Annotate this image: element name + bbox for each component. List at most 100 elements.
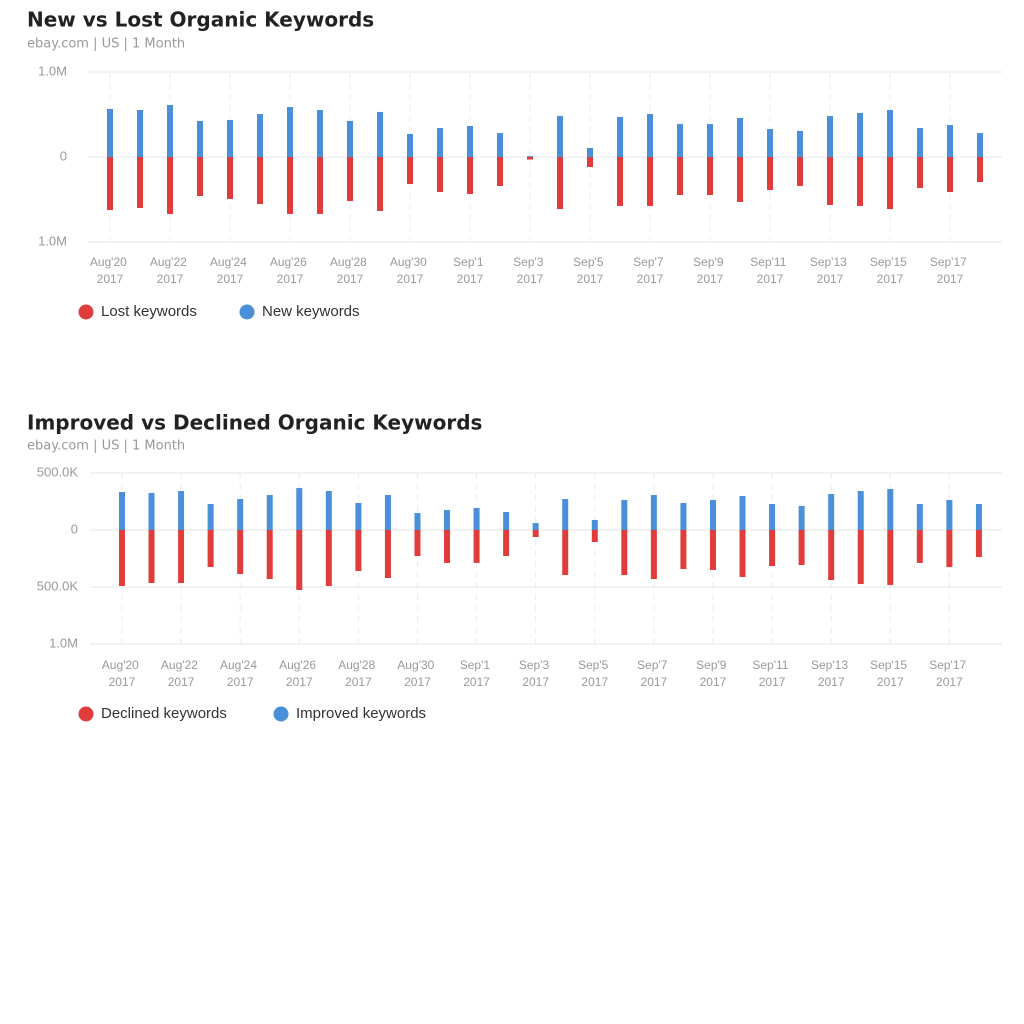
bar: [237, 530, 244, 575]
bar: [527, 156, 533, 157]
y-tick-label: 0: [71, 521, 78, 536]
x-tick-label: Sep'1 2017: [460, 658, 494, 689]
bar: [887, 488, 894, 530]
bar: [650, 495, 657, 530]
bar: [975, 530, 982, 558]
x-tick-label: Sep'13 2017: [810, 255, 850, 286]
bar: [737, 117, 743, 157]
bar: [287, 107, 293, 157]
bar: [167, 157, 173, 214]
bar: [227, 120, 233, 157]
bar: [680, 530, 687, 569]
bar: [325, 491, 332, 530]
bar: [384, 495, 391, 530]
bar: [562, 530, 569, 576]
x-tick-label: Aug'30 2017: [390, 255, 430, 286]
bar: [797, 130, 803, 157]
x-tick-label: Sep'13 2017: [811, 658, 851, 689]
bar: [739, 530, 746, 577]
bar: [707, 124, 713, 157]
x-tick-label: Aug'26 2017: [279, 658, 319, 689]
bar: [107, 157, 113, 211]
bar: [647, 113, 653, 157]
bar: [377, 157, 383, 211]
bar: [207, 504, 214, 530]
x-tick-label: Aug'22 2017: [161, 658, 201, 689]
x-tick-label: Sep'7 2017: [633, 255, 667, 286]
bar: [947, 125, 953, 157]
bar: [621, 530, 628, 576]
bar: [857, 530, 864, 585]
bar: [407, 133, 413, 157]
bar: [257, 157, 263, 205]
bar: [767, 129, 773, 157]
bar: [707, 157, 713, 195]
bar: [473, 507, 480, 530]
bar: [887, 109, 893, 157]
chart-subtitle: ebay.com | US | 1 Month: [27, 37, 185, 52]
bar: [828, 530, 835, 581]
bar: [347, 120, 353, 157]
bar: [917, 157, 923, 189]
x-tick-label: Sep'9 2017: [693, 255, 727, 286]
bar: [797, 157, 803, 186]
legend-label: Lost keywords: [101, 303, 197, 320]
bar: [946, 500, 953, 530]
bar: [798, 530, 805, 565]
bar: [617, 157, 623, 206]
bar: [857, 157, 863, 206]
bar: [709, 500, 716, 530]
bar: [197, 120, 203, 157]
bar: [947, 157, 953, 193]
bar: [377, 111, 383, 157]
bar: [562, 498, 569, 530]
bar: [137, 157, 143, 208]
bar: [975, 504, 982, 530]
x-tick-label: Sep'1 2017: [453, 255, 487, 286]
bar: [107, 108, 113, 157]
bar: [497, 157, 503, 186]
bar: [444, 510, 451, 530]
bar: [287, 157, 293, 214]
bar: [647, 157, 653, 206]
x-tick-label: Sep'15 2017: [870, 255, 910, 286]
bar: [587, 147, 593, 157]
bar: [437, 128, 443, 157]
legend-marker: [273, 706, 289, 722]
bar: [557, 116, 563, 157]
y-tick-label: 500.0K: [37, 464, 79, 479]
x-tick-label: Aug'20 2017: [102, 658, 142, 689]
bar: [467, 125, 473, 157]
bar: [503, 511, 510, 530]
bar: [587, 157, 593, 168]
bar: [414, 530, 421, 556]
x-tick-label: Sep'9 2017: [696, 658, 730, 689]
bar: [207, 530, 214, 568]
bar: [444, 530, 451, 563]
bar: [497, 133, 503, 157]
bar: [317, 109, 323, 157]
bar: [677, 157, 683, 195]
bar: [557, 157, 563, 210]
x-tick-label: Sep'17 2017: [929, 658, 969, 689]
bar: [118, 530, 125, 586]
bar: [621, 500, 628, 530]
y-tick-label: 1.0M: [38, 63, 67, 78]
bar: [266, 530, 273, 580]
bar: [407, 157, 413, 185]
bar: [437, 157, 443, 193]
y-tick-label: 0: [60, 148, 67, 163]
bar: [827, 157, 833, 206]
bar: [828, 493, 835, 530]
bar: [197, 157, 203, 197]
legend-marker: [78, 304, 94, 320]
y-tick-label: 1.0M: [38, 233, 67, 248]
x-tick-label: Aug'26 2017: [270, 255, 310, 286]
x-tick-label: Sep'3 2017: [519, 658, 553, 689]
x-tick-label: Aug'24 2017: [220, 658, 260, 689]
bar: [916, 504, 923, 530]
bar: [591, 519, 598, 530]
bar: [917, 128, 923, 157]
bar: [227, 157, 233, 199]
